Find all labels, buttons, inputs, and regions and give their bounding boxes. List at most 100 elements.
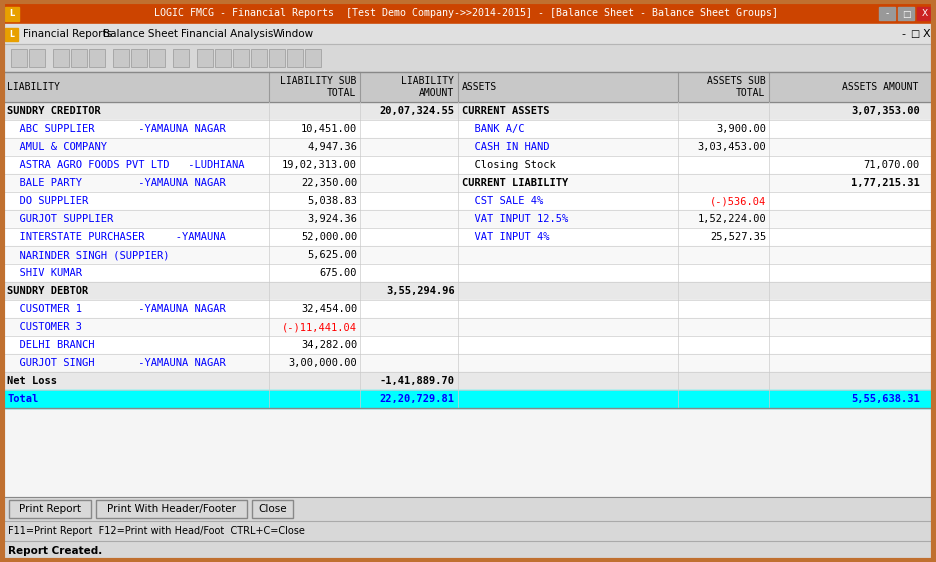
Bar [3, 102, 933, 120]
Text: ASSETS: ASSETS [461, 82, 497, 92]
Bar [3, 318, 933, 336]
FancyBboxPatch shape [252, 500, 293, 518]
Text: L: L [9, 10, 15, 19]
Text: CUSOTMER 1         -YAMAUNA NAGAR: CUSOTMER 1 -YAMAUNA NAGAR [7, 304, 226, 314]
Text: 25,527.35: 25,527.35 [710, 232, 767, 242]
Text: 5,55,638.31: 5,55,638.31 [851, 394, 920, 404]
Bar [89, 49, 105, 67]
Bar [131, 49, 147, 67]
Text: Close: Close [258, 504, 286, 514]
Text: F11=Print Report  F12=Print with Head/Foot  CTRL+C=Close: F11=Print Report F12=Print with Head/Foo… [8, 526, 305, 536]
Bar [173, 49, 189, 67]
Text: LIABILITY: LIABILITY [7, 82, 60, 92]
Text: 22,350.00: 22,350.00 [300, 178, 358, 188]
Bar [3, 372, 933, 390]
Text: 20,07,324.55: 20,07,324.55 [380, 106, 455, 116]
Bar [3, 497, 933, 521]
Text: CASH IN HAND: CASH IN HAND [461, 142, 549, 152]
Text: L: L [9, 30, 14, 39]
Bar [3, 354, 933, 372]
Text: 3,924.36: 3,924.36 [307, 214, 358, 224]
Text: Total: Total [7, 394, 38, 404]
Text: SHIV KUMAR: SHIV KUMAR [7, 268, 82, 278]
Text: Print Report: Print Report [19, 504, 80, 514]
Bar [3, 521, 933, 541]
Bar [879, 7, 895, 20]
Bar [149, 49, 165, 67]
Bar [113, 49, 129, 67]
Bar [29, 49, 45, 67]
Text: BALE PARTY         -YAMAUNA NAGAR: BALE PARTY -YAMAUNA NAGAR [7, 178, 226, 188]
Text: 3,03,453.00: 3,03,453.00 [697, 142, 767, 152]
Text: 3,55,294.96: 3,55,294.96 [386, 286, 455, 296]
Text: (-)11,441.04: (-)11,441.04 [282, 322, 358, 332]
Text: □: □ [911, 29, 920, 39]
Bar [3, 300, 933, 318]
Bar [3, 2, 933, 24]
Text: -: - [885, 10, 888, 19]
Bar [287, 49, 303, 67]
Text: -: - [901, 29, 905, 39]
Text: VAT INPUT 12.5%: VAT INPUT 12.5% [461, 214, 568, 224]
Text: ASSETS AMOUNT: ASSETS AMOUNT [842, 82, 919, 92]
Text: 1,52,224.00: 1,52,224.00 [697, 214, 767, 224]
Bar [71, 49, 87, 67]
Text: GURJOT SINGH       -YAMAUNA NAGAR: GURJOT SINGH -YAMAUNA NAGAR [7, 358, 226, 368]
Text: Financial Analysis: Financial Analysis [181, 29, 273, 39]
Bar [215, 49, 231, 67]
Bar [3, 210, 933, 228]
Text: Report Created.: Report Created. [8, 546, 102, 556]
Text: DELHI BRANCH: DELHI BRANCH [7, 340, 95, 350]
Bar [5, 28, 18, 41]
Text: 22,20,729.81: 22,20,729.81 [380, 394, 455, 404]
Text: Net Loss: Net Loss [7, 376, 57, 386]
Bar [53, 49, 69, 67]
Text: CUSTOMER 3: CUSTOMER 3 [7, 322, 82, 332]
Text: X: X [922, 29, 929, 39]
Text: 1,77,215.31: 1,77,215.31 [851, 178, 920, 188]
Text: 52,000.00: 52,000.00 [300, 232, 358, 242]
Text: LIABILITY
AMOUNT: LIABILITY AMOUNT [401, 76, 454, 98]
FancyBboxPatch shape [95, 500, 247, 518]
Text: 3,900.00: 3,900.00 [716, 124, 767, 134]
Text: X: X [922, 10, 929, 19]
Text: INTERSTATE PURCHASER     -YAMAUNA: INTERSTATE PURCHASER -YAMAUNA [7, 232, 226, 242]
Bar [3, 174, 933, 192]
Text: Window: Window [273, 29, 314, 39]
Text: GURJOT SUPPLIER: GURJOT SUPPLIER [7, 214, 113, 224]
Text: VAT INPUT 4%: VAT INPUT 4% [461, 232, 549, 242]
Bar [3, 72, 933, 102]
Bar [233, 49, 249, 67]
Bar [3, 44, 933, 72]
Bar [269, 49, 285, 67]
Text: -1,41,889.70: -1,41,889.70 [380, 376, 455, 386]
Text: (-)536.04: (-)536.04 [710, 196, 767, 206]
FancyBboxPatch shape [9, 500, 91, 518]
Text: NARINDER SINGH (SUPPIER): NARINDER SINGH (SUPPIER) [7, 250, 169, 260]
Text: 675.00: 675.00 [319, 268, 358, 278]
Bar [3, 390, 933, 408]
Bar [898, 7, 914, 20]
Text: LIABILITY SUB
TOTAL: LIABILITY SUB TOTAL [280, 76, 356, 98]
Text: BANK A/C: BANK A/C [461, 124, 524, 134]
Bar [917, 7, 933, 20]
Bar [3, 138, 933, 156]
Text: 3,07,353.00: 3,07,353.00 [851, 106, 920, 116]
Bar [197, 49, 213, 67]
Bar [3, 192, 933, 210]
Bar [3, 246, 933, 264]
Text: AMUL & COMPANY: AMUL & COMPANY [7, 142, 107, 152]
Text: 5,625.00: 5,625.00 [307, 250, 358, 260]
Bar [3, 72, 933, 497]
Text: Print With Header/Footer: Print With Header/Footer [107, 504, 236, 514]
Text: Balance Sheet: Balance Sheet [103, 29, 178, 39]
Bar [3, 282, 933, 300]
Bar [5, 7, 19, 21]
Bar [3, 156, 933, 174]
Bar [3, 541, 933, 560]
Text: CST SALE 4%: CST SALE 4% [461, 196, 543, 206]
Text: 32,454.00: 32,454.00 [300, 304, 358, 314]
Bar [3, 120, 933, 138]
Text: ABC SUPPLIER       -YAMAUNA NAGAR: ABC SUPPLIER -YAMAUNA NAGAR [7, 124, 226, 134]
Bar [3, 264, 933, 282]
